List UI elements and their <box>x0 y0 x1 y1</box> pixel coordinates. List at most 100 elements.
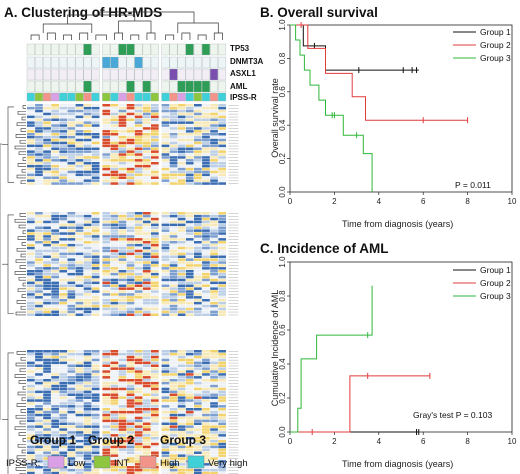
heatmap-cell <box>210 367 218 370</box>
heatmap-cell <box>161 255 170 258</box>
heatmap-cell <box>59 214 68 218</box>
heatmap-cell <box>35 243 43 247</box>
heatmap-cell <box>210 130 218 133</box>
heatmap-cell <box>142 176 151 179</box>
heatmap-cell <box>134 235 143 238</box>
heatmap-cell <box>185 384 194 388</box>
heatmap-cell <box>177 115 186 119</box>
heatmap-cell <box>161 431 170 434</box>
dendro-link <box>79 32 89 40</box>
track-cell <box>43 92 51 102</box>
heatmap-cell <box>27 361 35 365</box>
heatmap-cell <box>102 133 111 136</box>
heatmap-cell <box>210 173 218 177</box>
heatmap-cell <box>177 364 186 367</box>
heatmap-cell <box>142 156 151 159</box>
heatmap-cell <box>169 379 178 382</box>
heatmap-cell <box>102 313 111 316</box>
heatmap-cell <box>126 471 135 474</box>
heatmap-cell <box>194 405 202 408</box>
heatmap-cell <box>59 232 68 235</box>
heatmap-cell <box>169 293 178 296</box>
heatmap-cell <box>194 437 202 440</box>
heatmap-cell <box>102 396 111 399</box>
heatmap-cell <box>177 416 186 420</box>
ipss-low-swatch <box>47 455 65 469</box>
heatmap-cell <box>169 468 178 472</box>
heatmap-cell <box>169 381 178 385</box>
heatmap-cell <box>35 238 43 241</box>
heatmap-cell <box>161 296 170 299</box>
heatmap-cell <box>169 104 178 107</box>
heatmap-cell <box>142 350 151 353</box>
heatmap-cell <box>177 258 186 261</box>
heatmap-cell <box>67 135 76 139</box>
heatmap-cell <box>169 393 178 396</box>
heatmap-cell <box>43 258 51 261</box>
heatmap-cell <box>102 112 111 116</box>
heatmap-cell <box>134 367 143 370</box>
heatmap-cell <box>59 468 68 472</box>
heatmap-cell <box>91 431 100 434</box>
heatmap-cell <box>27 217 35 221</box>
heatmap-cell <box>134 270 143 273</box>
heatmap-cell <box>142 399 151 402</box>
heatmap-cell <box>142 232 151 235</box>
heatmap-cell <box>177 223 186 227</box>
heatmap-cell <box>118 442 127 446</box>
heatmap-cell <box>67 399 76 402</box>
track-cell <box>34 92 43 102</box>
heatmap-cell <box>210 156 218 159</box>
heatmap-cell <box>202 379 210 382</box>
heatmap-cell <box>75 439 84 443</box>
heatmap-cell <box>91 179 100 182</box>
heatmap-cell <box>83 130 92 133</box>
heatmap-cell <box>210 118 218 121</box>
heatmap-cell <box>91 439 100 443</box>
heatmap-cell <box>202 104 210 107</box>
heatmap-cell <box>151 212 159 215</box>
heatmap-cell <box>218 313 226 316</box>
heatmap-cell <box>59 229 68 232</box>
heatmap-cell <box>91 393 100 396</box>
heatmap-cell <box>142 381 151 385</box>
heatmap-cell <box>118 437 127 440</box>
heatmap-cell <box>91 156 100 159</box>
heatmap-cell <box>169 264 178 267</box>
heatmap-cell <box>185 173 194 177</box>
heatmap-cell <box>59 364 68 367</box>
heatmap-cell <box>202 413 210 417</box>
heatmap-cell <box>91 264 100 267</box>
heatmap-cell <box>27 229 35 232</box>
heatmap-cell <box>75 284 84 287</box>
heatmap-cell <box>169 127 178 130</box>
heatmap-cell <box>185 287 194 290</box>
heatmap-cell <box>91 425 100 428</box>
heatmap-cell <box>126 156 135 159</box>
heatmap-cell <box>126 290 135 293</box>
heatmap-cell <box>185 364 194 367</box>
dendro-link <box>67 14 136 24</box>
heatmap-cell <box>102 176 111 179</box>
heatmap-cell <box>134 405 143 408</box>
heatmap-cell <box>75 370 84 373</box>
heatmap-cell <box>59 361 68 365</box>
heatmap-cell <box>91 304 100 308</box>
heatmap-cell <box>177 451 186 454</box>
heatmap-cell <box>202 229 210 232</box>
heatmap-cell <box>134 361 143 365</box>
row-dendro-link <box>21 294 26 298</box>
heatmap-cell <box>126 442 135 446</box>
heatmap-cell <box>185 141 194 145</box>
heatmap-cell <box>218 405 226 408</box>
heatmap-cell <box>151 264 159 267</box>
heatmap-cell <box>210 304 218 308</box>
heatmap-cell <box>35 451 43 454</box>
heatmap-cell <box>91 229 100 232</box>
heatmap-cell <box>161 460 170 463</box>
heatmap-cell <box>126 272 135 276</box>
heatmap-cell <box>161 212 170 215</box>
heatmap-cell <box>202 442 210 446</box>
heatmap-cell <box>126 243 135 247</box>
heatmap-cell <box>185 419 194 423</box>
